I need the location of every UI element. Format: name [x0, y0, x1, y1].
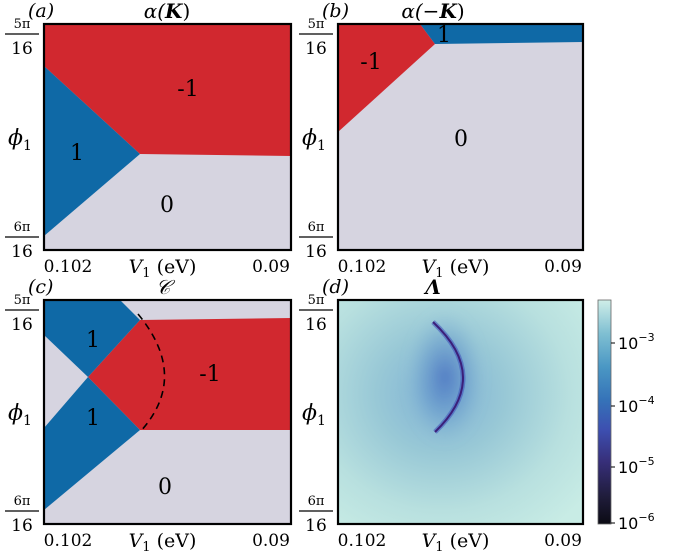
ytick-bottom-numerator: 6π	[14, 220, 31, 235]
panel-c-frame	[42, 298, 293, 526]
panel-c-label-zero: 0	[158, 475, 172, 500]
panel-b-region-red	[338, 24, 435, 132]
axes: 5π 16 6π 16 ϕ1 0.102 0.09 V1 (eV) 5π 16 6π 16 ϕ1 0.10…	[5, 17, 582, 555]
panel-a-region-red	[44, 24, 291, 156]
ytick-top-denominator: 16	[11, 315, 33, 335]
panel-b-region-blue	[420, 24, 583, 44]
ytick-bottom-numerator: 6π	[14, 494, 31, 509]
ylabel: ϕ1	[8, 126, 32, 154]
xlabel: V1 (eV)	[129, 256, 197, 281]
panel-d-minimum-curve	[432, 321, 464, 433]
panel-a-label-one: 1	[70, 141, 84, 166]
colorbar-tick-label: 10−3	[618, 331, 655, 353]
panel-c-region-red	[88, 318, 291, 430]
ytick-top-numerator: 5π	[14, 17, 31, 32]
xlabel: V1 (eV)	[422, 530, 490, 555]
panel-c-region-blue-top	[44, 300, 140, 377]
panel-c: 1 1 -1 0	[42, 298, 293, 526]
panel-b: -1 1 0	[336, 22, 585, 252]
panel-tag: (c)	[28, 276, 53, 298]
panel-c-dashed-boundary	[137, 313, 166, 433]
ytick-bottom-denominator: 16	[11, 242, 33, 262]
ylabel: ϕ1	[302, 401, 326, 429]
colorbar-frame	[597, 299, 612, 525]
ytick-bottom-denominator: 16	[305, 242, 327, 262]
panel-a-region-blue	[44, 66, 140, 236]
panel-d	[336, 298, 585, 526]
colorbar-gradient	[598, 300, 611, 524]
xtick-left: 0.102	[44, 531, 93, 551]
panel-c-label-one-bottom: 1	[86, 406, 100, 431]
ytick-bottom-numerator: 6π	[308, 220, 325, 235]
xtick-left: 0.102	[338, 531, 387, 551]
ylabel: ϕ1	[302, 126, 326, 154]
panel-c-region-blue-bottom	[44, 377, 140, 510]
ylabel: ϕ1	[8, 401, 32, 429]
panel-d-glow	[405, 309, 485, 445]
xtick-right: 0.09	[544, 531, 582, 551]
ytick-top-numerator: 5π	[308, 17, 325, 32]
colorbar-tick-label: 10−4	[618, 394, 655, 416]
xtick-left: 0.102	[44, 257, 93, 277]
ytick-top-denominator: 16	[11, 39, 33, 59]
titles: (a) α(K) (b) α(−K) (c) 𝒞 (d) Λ	[28, 0, 465, 299]
panel-b-label-one: 1	[437, 23, 451, 48]
ytick-top-numerator: 5π	[308, 293, 325, 308]
colorbar-tick-label: 10−6	[618, 511, 655, 533]
ytick-bottom-numerator: 6π	[308, 494, 325, 509]
panel-title: 𝒞	[156, 275, 176, 299]
ytick-top-numerator: 5π	[14, 293, 31, 308]
panel-b-label-zero: 0	[454, 127, 468, 152]
xtick-right: 0.09	[252, 257, 290, 277]
xlabel: V1 (eV)	[422, 256, 490, 281]
xtick-left: 0.102	[338, 257, 387, 277]
panel-a-frame	[42, 22, 293, 252]
ytick-top-denominator: 16	[305, 315, 327, 335]
panel-title: α(−K)	[401, 0, 464, 23]
xtick-right: 0.09	[252, 531, 290, 551]
panel-a-label-zero: 0	[160, 193, 174, 218]
ytick-top-denominator: 16	[305, 39, 327, 59]
colorbar-tick-label: 10−5	[618, 455, 655, 477]
panel-tag: (d)	[322, 276, 349, 298]
panel-c-label-minus1: -1	[199, 362, 220, 387]
panel-a: -1 1 0	[42, 22, 293, 252]
panel-tag: (b)	[322, 0, 349, 22]
xlabel: V1 (eV)	[129, 530, 197, 555]
panel-c-label-one-top: 1	[86, 328, 100, 353]
ytick-bottom-denominator: 16	[11, 516, 33, 536]
panel-b-label-minus1: -1	[360, 50, 381, 75]
panel-b-frame	[336, 22, 585, 252]
xtick-right: 0.09	[544, 257, 582, 277]
colorbar	[597, 299, 612, 525]
panel-title: α(K)	[144, 0, 191, 23]
colorbar-ticks: 10−3 10−4 10−5 10−6	[611, 331, 655, 533]
ytick-bottom-denominator: 16	[305, 516, 327, 536]
panel-d-frame	[336, 298, 585, 526]
panel-title: Λ	[423, 275, 441, 299]
panel-a-label-minus1: -1	[177, 77, 198, 102]
panel-tag: (a)	[28, 0, 54, 22]
